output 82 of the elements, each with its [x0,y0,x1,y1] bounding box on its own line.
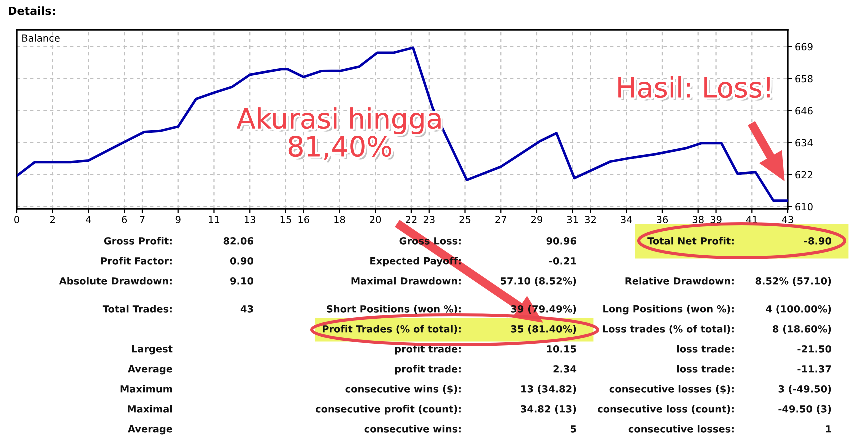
x-tick-label: 34 [621,216,632,224]
text: Loss trades (% of total): [603,325,734,334]
x-tick-label: 18 [334,216,346,224]
text: 82.06 [224,237,254,245]
x-tick-label: 31 [567,216,578,224]
y-tick-label: 646 [796,107,813,115]
text: 90.96 [546,237,576,245]
y-tick-label: 622 [796,171,813,179]
x-tick-label: 11 [209,216,220,224]
text: consecutive losses: [628,425,734,433]
x-tick-label: 39 [710,216,722,224]
text: consecutive losses ($): [610,385,734,394]
text: Average [128,366,173,375]
text: Relative Drawdown: [626,277,734,285]
text: 0.90 [230,257,254,265]
text: 1 [826,426,832,433]
text: 43 [240,305,254,313]
text: -8.90 [804,237,832,245]
text: 13 (34.82) [522,385,576,394]
text: Total Trades: [102,305,172,313]
text: loss trade: [677,345,734,353]
text: Absolute Drawdown: [59,277,172,285]
text: Short Positions (won %): [327,305,461,314]
text: 57.10 (8.52%) [501,277,576,286]
y-axis-title: Balance [22,34,60,42]
x-tick-label: 15 [280,216,292,224]
x-tick-label: 38 [692,216,704,224]
y-tick-label: 634 [796,139,813,147]
x-tick-label: 0 [14,216,20,224]
text: Maximal [128,405,172,413]
x-tick-label: 22 [406,216,417,224]
x-tick-label: 7 [140,216,145,224]
text: Largest [132,346,173,355]
text: -0.21 [550,257,576,265]
x-tick-label: 20 [370,216,382,224]
x-tick-label: 27 [496,216,506,224]
text: Total Net Profit: [648,237,734,245]
x-tick-label: 13 [244,216,256,224]
text: consecutive wins: [364,425,461,433]
text: 3 (-49.50) [778,385,832,394]
x-tick-label: 32 [585,216,596,224]
text: -49.50 (3) [778,405,832,414]
text: 10.15 [547,345,576,353]
text: Long Positions (won %): [604,305,734,315]
text: consecutive loss (count): [598,405,734,414]
text: 35 (81.40%) [511,325,576,334]
x-tick-label: 6 [122,216,128,224]
text: 8 (18.60%) [773,325,832,334]
text: profit trade: [395,345,461,355]
text: Average [128,426,173,435]
text: 8.52% (57.10) [756,277,832,286]
y-tick-label: 669 [796,43,813,51]
text: -11.37 [798,365,832,373]
text: -21.50 [798,345,832,353]
x-tick-label: 23 [424,216,435,224]
x-tick-label: 43 [782,216,794,224]
annotation: Hasil: Loss! [618,76,773,101]
text: 34.82 (13) [521,405,576,414]
text: consecutive wins ($): [346,385,461,394]
text: Maximal Drawdown: [352,277,461,285]
x-tick-label: 16 [298,216,310,224]
text: Gross Profit: [104,237,172,245]
text: 9.10 [230,277,254,285]
x-tick-label: 2 [50,216,55,224]
text: profit trade: [395,365,461,375]
text: Profit Trades (% of total): [322,325,461,334]
x-tick-label: 25 [460,216,471,224]
text: Maximum [120,385,172,393]
x-tick-label: 36 [657,216,668,224]
y-tick-label: 610 [796,203,813,211]
text: 4 (100.00%) [766,305,832,314]
text: 2.34 [554,365,577,373]
x-tick-label: 9 [176,216,181,224]
text: Profit Factor: [101,257,172,265]
text: 5 [570,426,576,433]
y-tick-label: 658 [796,75,813,83]
text: consecutive profit (count): [316,405,461,415]
line-series [17,46,788,202]
x-tick-label: 29 [532,216,542,224]
chart-title: Details: [9,6,55,16]
text: loss trade: [677,365,734,373]
x-tick-label: 4 [86,216,92,224]
